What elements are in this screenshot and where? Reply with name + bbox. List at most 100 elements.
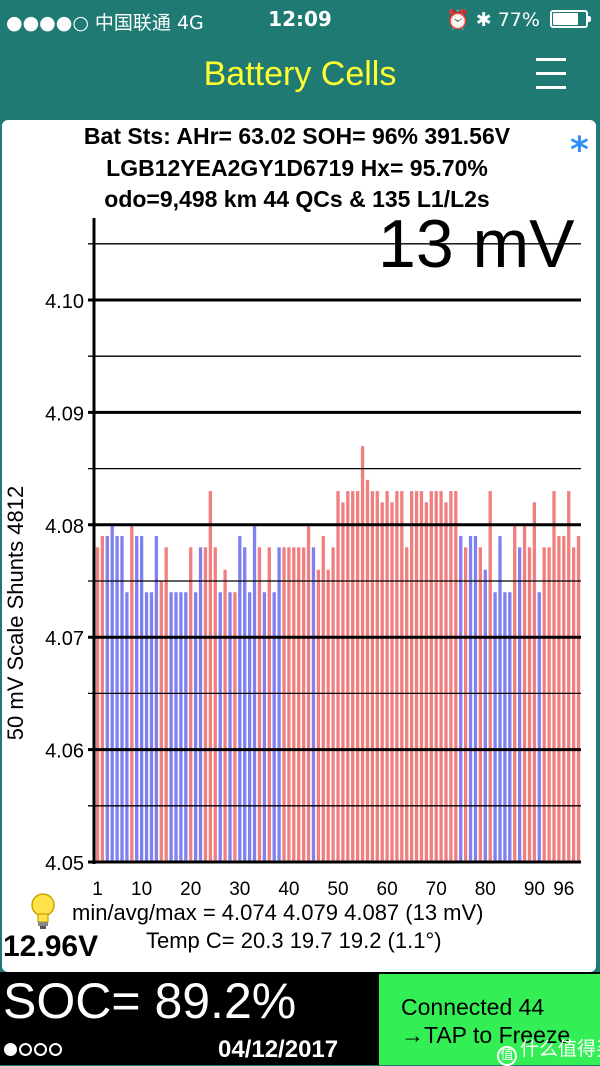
page-dot[interactable] bbox=[4, 1043, 17, 1056]
bar bbox=[115, 536, 119, 862]
bar bbox=[483, 569, 487, 862]
min-avg-max: min/avg/max = 4.074 4.079 4.087 (13 mV) bbox=[72, 900, 484, 925]
y-tick-label: 4.10 bbox=[45, 291, 84, 313]
bar bbox=[429, 491, 433, 862]
status-time: 12:09 bbox=[268, 7, 332, 31]
bar bbox=[459, 536, 463, 862]
bar bbox=[409, 491, 414, 862]
bar bbox=[395, 491, 399, 862]
x-tick-label: 60 bbox=[377, 879, 398, 900]
x-tick-label: 20 bbox=[180, 879, 201, 900]
bar bbox=[414, 491, 419, 862]
bar bbox=[542, 547, 546, 862]
bar bbox=[355, 491, 360, 862]
y-tick-label: 4.09 bbox=[45, 403, 84, 425]
x-tick-label: 90 bbox=[524, 879, 545, 900]
bar bbox=[213, 547, 217, 862]
bar bbox=[434, 491, 438, 862]
bar bbox=[301, 547, 306, 862]
bar bbox=[208, 491, 213, 862]
bar bbox=[493, 592, 497, 862]
y-tick-label: 4.07 bbox=[45, 628, 84, 650]
bar bbox=[326, 569, 330, 862]
status-bar: ●●●●○ 中国联通 4G 12:09 ⏰ ✱ 77% bbox=[0, 0, 600, 40]
bar bbox=[105, 536, 109, 862]
bar bbox=[508, 592, 512, 862]
bar bbox=[149, 592, 154, 862]
pack-voltage: 12.96V bbox=[3, 930, 99, 963]
page-indicator[interactable] bbox=[4, 1043, 64, 1061]
bar bbox=[400, 491, 404, 862]
bar bbox=[517, 547, 522, 862]
temperature-line: Temp C= 20.3 19.7 19.2 (1.1°) bbox=[146, 928, 442, 953]
bar bbox=[547, 547, 551, 862]
bar bbox=[203, 547, 208, 862]
bar bbox=[346, 491, 350, 862]
bar bbox=[527, 547, 532, 862]
bar bbox=[498, 536, 502, 862]
x-tick-label: 80 bbox=[475, 879, 496, 900]
battery-percent: ⏰ ✱ 77% bbox=[446, 9, 540, 31]
x-tick-label: 96 bbox=[553, 879, 574, 900]
connected-freeze-button[interactable]: Connected 44 →TAP to Freeze bbox=[379, 974, 600, 1065]
bar bbox=[321, 536, 325, 862]
bluetooth-indicator-icon: * bbox=[570, 130, 589, 171]
bar bbox=[424, 502, 429, 862]
bar bbox=[557, 536, 561, 862]
bar bbox=[95, 547, 100, 862]
page-dot[interactable] bbox=[19, 1043, 32, 1056]
x-tick-label: 70 bbox=[426, 879, 447, 900]
bar bbox=[189, 547, 193, 862]
bar bbox=[341, 502, 345, 862]
bar bbox=[287, 547, 291, 862]
bar bbox=[375, 491, 379, 862]
bar bbox=[233, 592, 237, 862]
bar bbox=[468, 536, 473, 862]
x-tick-label: 50 bbox=[327, 879, 348, 900]
x-tick-label: 1 bbox=[92, 879, 103, 900]
bar bbox=[135, 536, 139, 862]
hamburger-menu-icon[interactable] bbox=[534, 54, 568, 92]
bar bbox=[144, 592, 149, 862]
bar bbox=[552, 491, 556, 862]
bar bbox=[360, 446, 365, 862]
connected-label: Connected 44 bbox=[401, 994, 545, 1020]
bar bbox=[228, 592, 232, 862]
bar bbox=[100, 536, 105, 862]
bar bbox=[292, 547, 296, 862]
bar bbox=[262, 592, 267, 862]
bar bbox=[125, 592, 129, 862]
x-tick-label: 40 bbox=[278, 879, 299, 900]
bar bbox=[120, 536, 124, 862]
bar bbox=[576, 536, 581, 862]
bar bbox=[419, 491, 424, 862]
page-title: Battery Cells bbox=[203, 55, 397, 93]
bar bbox=[351, 491, 355, 862]
bar bbox=[311, 547, 316, 862]
page-dot[interactable] bbox=[34, 1043, 47, 1056]
bar bbox=[139, 536, 144, 862]
bar bbox=[562, 536, 566, 862]
bar bbox=[454, 491, 458, 862]
bar bbox=[164, 547, 168, 862]
bar bbox=[537, 592, 541, 862]
status-right: ⏰ ✱ 77% bbox=[446, 8, 591, 31]
date-label: 04/12/2017 bbox=[218, 1036, 339, 1063]
bar bbox=[571, 547, 576, 862]
bar bbox=[380, 502, 384, 862]
bar bbox=[282, 547, 286, 862]
bar bbox=[297, 547, 301, 862]
page-dot[interactable] bbox=[49, 1043, 62, 1056]
y-tick-label: 4.06 bbox=[45, 741, 84, 763]
x-tick-label: 10 bbox=[131, 879, 152, 900]
bar bbox=[198, 547, 203, 862]
bar bbox=[567, 491, 571, 862]
bar bbox=[243, 547, 247, 862]
bar bbox=[503, 592, 507, 862]
lightbulb-icon[interactable] bbox=[30, 892, 56, 932]
bar bbox=[449, 491, 453, 862]
bar bbox=[405, 547, 409, 862]
bar bbox=[169, 592, 173, 862]
watermark-logo-icon: 值 bbox=[497, 1046, 517, 1066]
